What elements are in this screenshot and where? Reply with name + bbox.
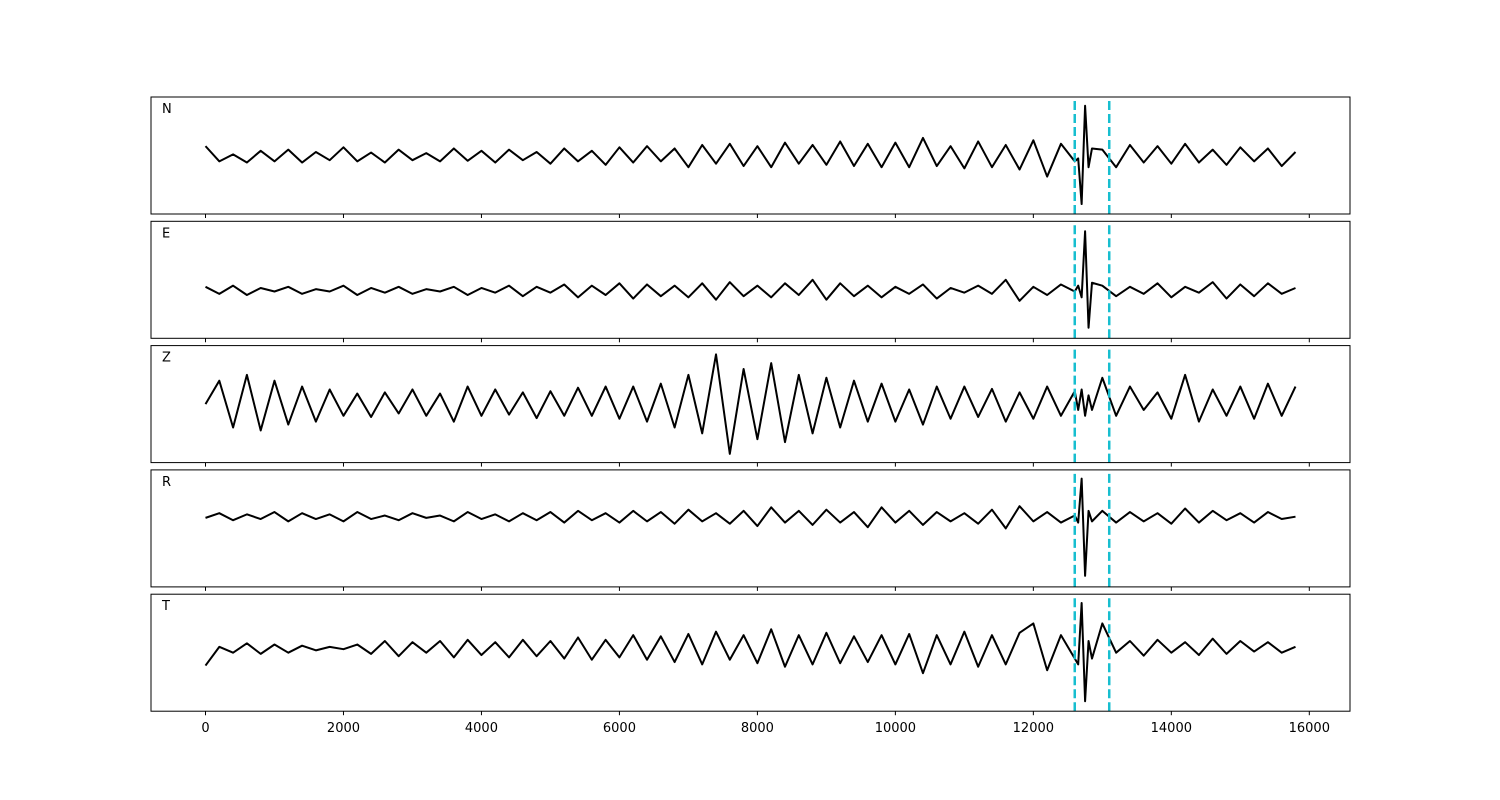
trace-line — [204, 104, 1297, 206]
trace-line — [205, 230, 1296, 329]
plot-area — [204, 349, 1297, 463]
trace-line — [205, 477, 1296, 577]
panel-frame — [150, 593, 1351, 712]
x-tick-label: 2000 — [327, 721, 360, 736]
plot-area — [205, 225, 1296, 339]
panel-frame — [150, 469, 1351, 588]
x-tick-label: 4000 — [465, 721, 498, 736]
plot-area — [204, 598, 1296, 712]
panel-label: N — [162, 102, 172, 117]
panel-frame — [150, 345, 1351, 464]
panel-frame — [150, 220, 1351, 339]
plot-area — [204, 101, 1297, 214]
x-tick-label: 16000 — [1289, 721, 1330, 736]
panel-frame — [150, 96, 1351, 215]
x-tick-label: 12000 — [1013, 721, 1054, 736]
panel-label: E — [162, 226, 170, 241]
x-tick-label: 14000 — [1151, 721, 1192, 736]
x-tick-label: 8000 — [741, 721, 774, 736]
panel-label: T — [161, 599, 170, 614]
x-tick-label: 0 — [201, 721, 209, 736]
trace-line — [204, 601, 1296, 703]
trace-line — [204, 353, 1297, 455]
x-tick-label: 10000 — [875, 721, 916, 736]
panel-label: R — [162, 475, 171, 490]
plot-area — [205, 473, 1296, 587]
x-tick-label: 6000 — [603, 721, 636, 736]
panel-label: Z — [162, 351, 171, 366]
